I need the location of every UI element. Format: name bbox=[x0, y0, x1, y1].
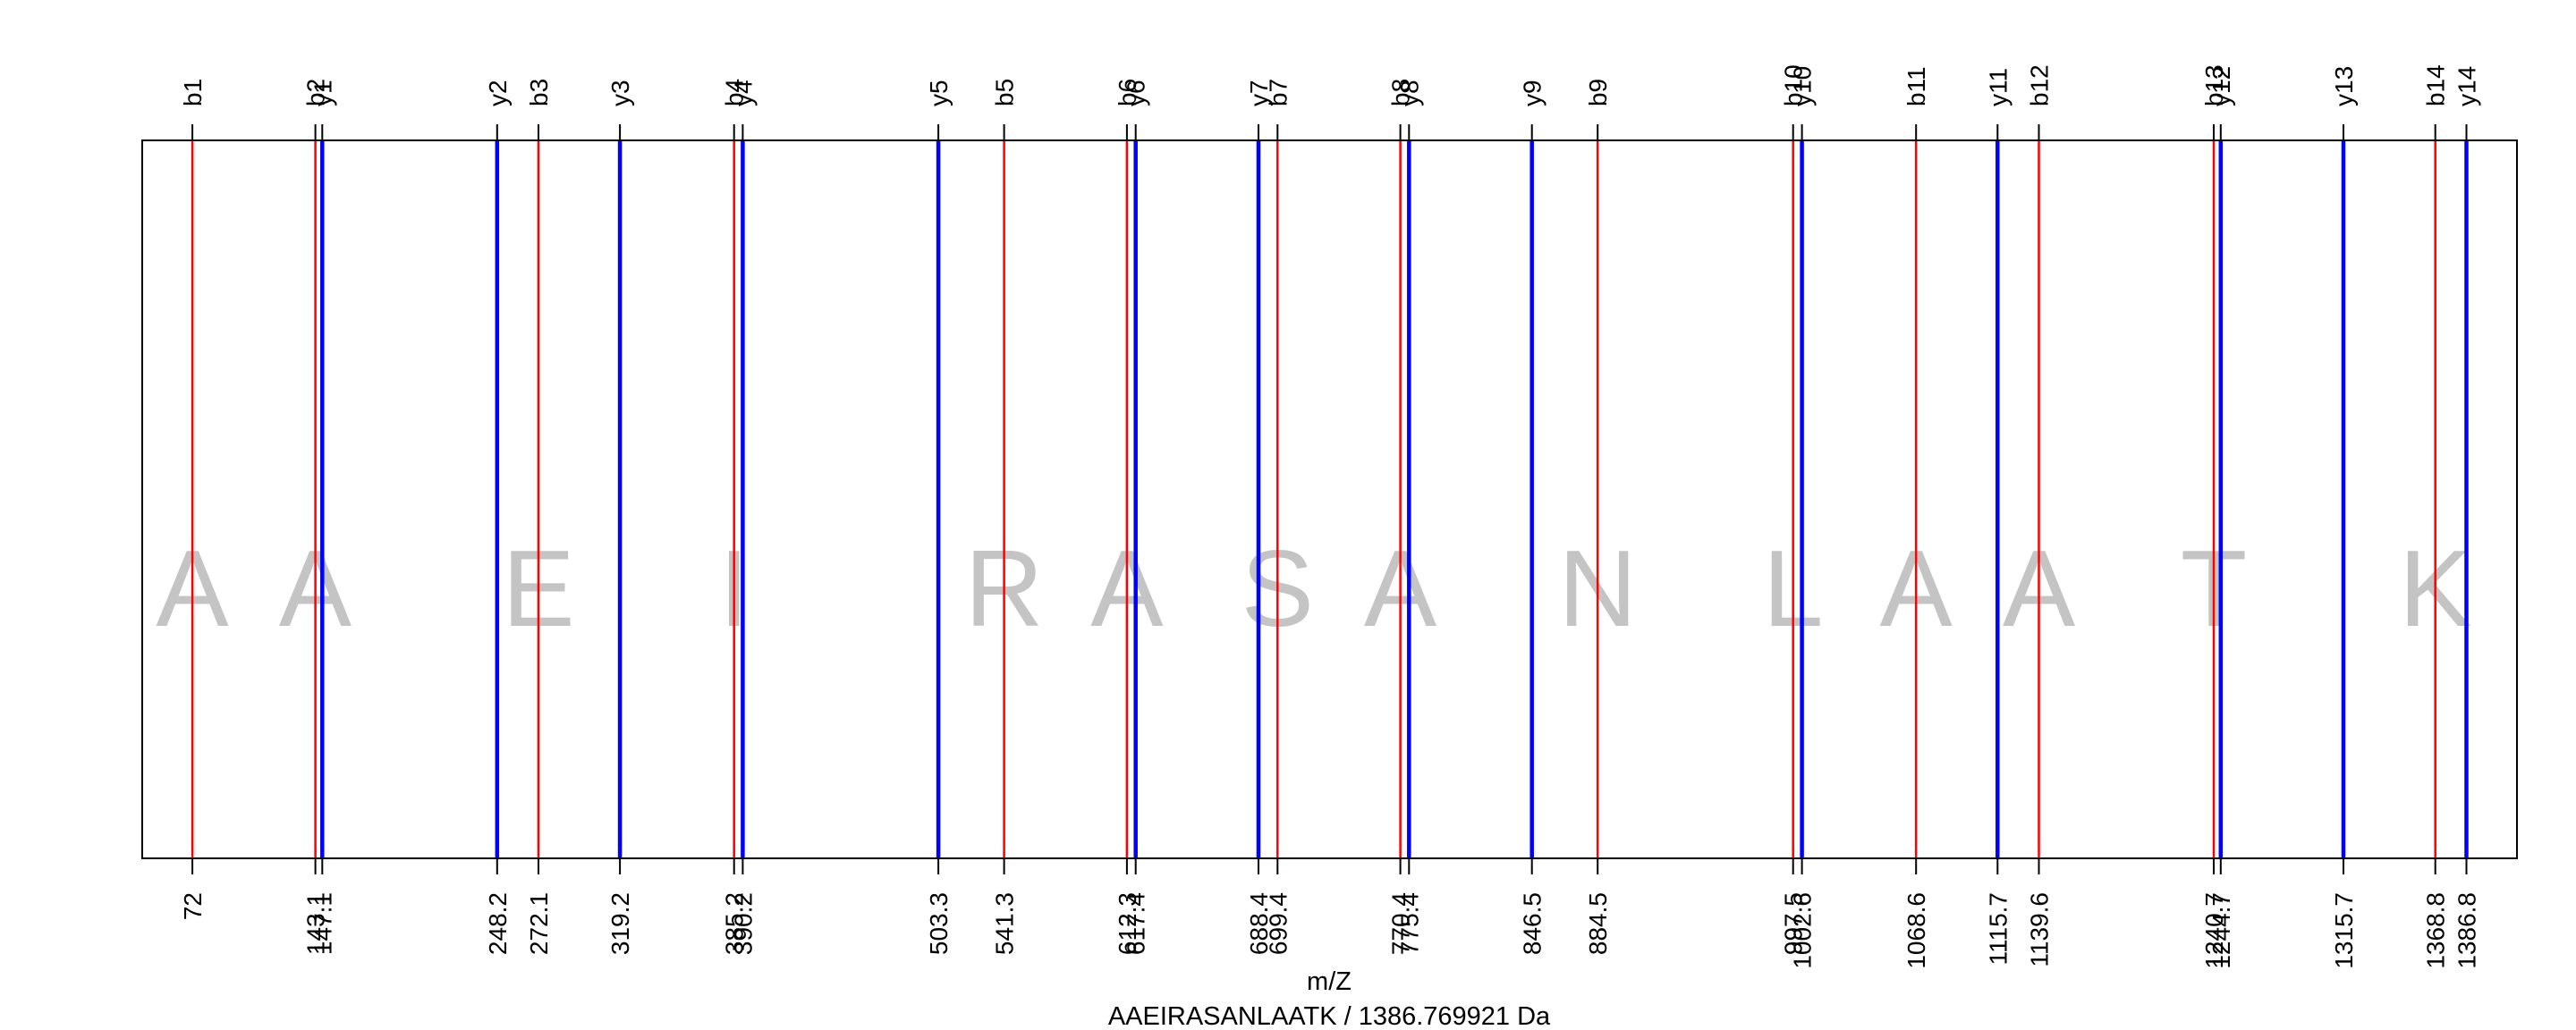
b-mz-label: 699.4 bbox=[1264, 892, 1292, 955]
b-mz-label: 770.4 bbox=[1387, 892, 1415, 955]
b-ion-label: b8 bbox=[1387, 79, 1415, 106]
plot-frame bbox=[141, 139, 2518, 859]
b-ion-label: b2 bbox=[302, 79, 330, 106]
y-ion-label: y3 bbox=[606, 80, 634, 106]
y-mz-label: 846.5 bbox=[1519, 892, 1546, 955]
y-ion-label: y5 bbox=[925, 80, 953, 106]
b-mz-label: 72 bbox=[179, 892, 207, 920]
b-ion-label: b10 bbox=[1780, 64, 1808, 106]
y-mz-label: 688.4 bbox=[1245, 892, 1273, 955]
b-ion-label: b13 bbox=[2200, 64, 2228, 106]
y-ion-label: y13 bbox=[2330, 66, 2358, 106]
ion-name-ticks: b1 b2 b3 b4 b5 b6 b7 b8 b9 b10 b11 b12 b13 b14 y1 y2 y3 y… bbox=[179, 64, 2481, 140]
b-mz-label: 884.5 bbox=[1584, 892, 1612, 955]
y-mz-label: 1115.7 bbox=[1984, 892, 2012, 965]
b-mz-label: 272.1 bbox=[525, 892, 553, 955]
b-mz-label: 1139.6 bbox=[2026, 892, 2054, 967]
y-ion-label: y2 bbox=[484, 80, 512, 106]
y-ion-label: y11 bbox=[1984, 68, 2012, 106]
y-mz-label: 617.4 bbox=[1123, 892, 1150, 955]
b-ion-label: b6 bbox=[1114, 79, 1141, 106]
y-mz-label: 390.2 bbox=[729, 892, 757, 955]
x-axis-label: m/Z bbox=[1307, 967, 1352, 996]
y-ion-label: y14 bbox=[2453, 66, 2481, 106]
b-mz-label: 1068.6 bbox=[1902, 892, 1930, 969]
b-ion-label: b4 bbox=[721, 79, 749, 106]
b-ion-label: b1 bbox=[179, 79, 207, 106]
mz-value-ticks: 72 143.1 272.1 385.2 541.3 612.3 699.4 770.4 884… bbox=[179, 858, 2481, 969]
y-ion-label: y10 bbox=[1789, 66, 1817, 106]
b-mz-label: 541.3 bbox=[991, 892, 1019, 955]
b-mz-label: 997.5 bbox=[1780, 892, 1808, 955]
y-ion-label: y1 bbox=[309, 80, 336, 106]
b-ion-label: b5 bbox=[991, 79, 1019, 106]
b-ion-label: b3 bbox=[525, 79, 553, 106]
y-mz-label: 775.4 bbox=[1395, 892, 1423, 955]
y-ion-label: y8 bbox=[1395, 80, 1423, 106]
y-mz-label: 319.2 bbox=[606, 892, 634, 955]
y-ion-label: y4 bbox=[729, 80, 757, 106]
b-ion-label: b7 bbox=[1264, 79, 1292, 106]
y-ion-label: y9 bbox=[1519, 80, 1546, 106]
b-mz-label: 612.3 bbox=[1114, 892, 1141, 955]
b-ion-label: b11 bbox=[1902, 66, 1930, 106]
b-mz-label: 1240.7 bbox=[2200, 892, 2228, 969]
y-ion-label: y7 bbox=[1245, 80, 1273, 106]
b-mz-label: 143.1 bbox=[302, 892, 330, 955]
y-mz-label: 248.2 bbox=[484, 892, 512, 955]
y-ion-label: y6 bbox=[1123, 80, 1150, 106]
b-ion-label: b14 bbox=[2422, 64, 2450, 106]
b-ion-label: b12 bbox=[2026, 64, 2054, 106]
b-mz-label: 385.2 bbox=[721, 892, 749, 955]
b-ion-label: b9 bbox=[1584, 79, 1612, 106]
peptide-mass-label: AAEIRASANLAATK / 1386.769921 Da bbox=[1108, 1002, 1551, 1030]
b-mz-label: 1368.8 bbox=[2422, 892, 2450, 969]
y-mz-label: 1244.7 bbox=[2207, 892, 2235, 969]
y-mz-label: 1002.6 bbox=[1789, 892, 1817, 969]
ion-lines bbox=[191, 140, 2469, 858]
y-mz-label: 1315.7 bbox=[2330, 892, 2358, 969]
y-ion-label: y12 bbox=[2207, 66, 2235, 106]
y-mz-label: 147.1 bbox=[309, 892, 336, 955]
y-mz-label: 503.3 bbox=[925, 892, 953, 955]
y-mz-label: 1386.8 bbox=[2453, 892, 2481, 969]
